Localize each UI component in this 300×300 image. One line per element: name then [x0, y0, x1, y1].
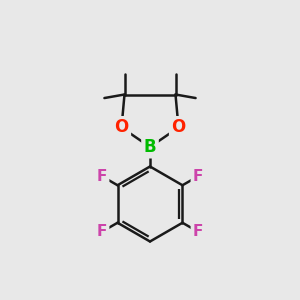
Text: F: F — [97, 169, 107, 184]
Text: O: O — [114, 118, 129, 136]
Text: O: O — [171, 118, 186, 136]
Text: F: F — [193, 169, 203, 184]
Text: F: F — [97, 224, 107, 239]
Text: F: F — [193, 224, 203, 239]
Text: B: B — [144, 138, 156, 156]
